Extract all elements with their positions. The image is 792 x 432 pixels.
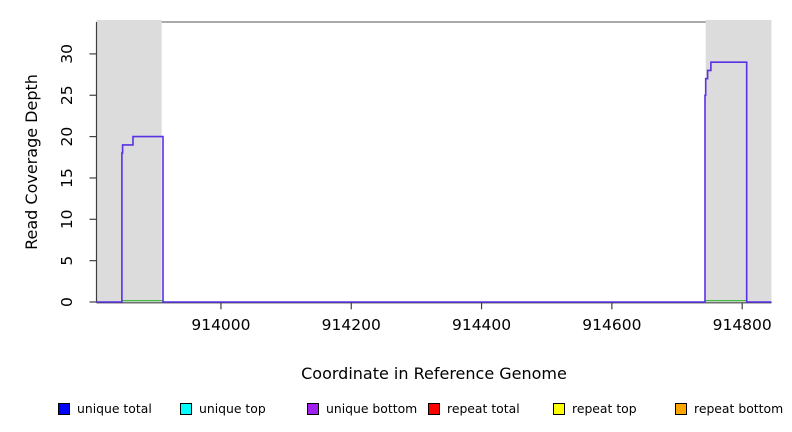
legend-label: unique bottom	[326, 401, 418, 416]
y-tick-label: 15	[58, 168, 76, 188]
legend-swatch-repeat-bottom	[675, 402, 687, 415]
legend-swatch-repeat-total	[428, 402, 440, 415]
legend-item-repeat-bottom: repeat bottom	[675, 401, 784, 416]
shaded-regions	[96, 20, 772, 302]
y-tick-label: 5	[58, 256, 76, 266]
x-tick-label: 914600	[582, 316, 641, 334]
legend-item-unique-bottom: unique bottom	[307, 401, 418, 416]
x-axis-title: Coordinate in Reference Genome	[301, 364, 567, 383]
y-tick-label: 10	[58, 209, 76, 229]
plot-frame	[95, 21, 772, 304]
legend-item-unique-total: unique total	[58, 401, 152, 416]
x-tick-label: 914800	[713, 316, 772, 334]
legend-swatch-repeat-top	[553, 402, 565, 415]
x-tick-label: 914200	[322, 316, 381, 334]
legend-label: repeat top	[572, 401, 637, 416]
y-axis-title: Read Coverage Depth	[22, 74, 41, 250]
legend-swatch-unique-bottom	[307, 402, 319, 415]
x-tick-label: 914400	[452, 316, 511, 334]
y-tick-label: 30	[58, 44, 76, 64]
axis-ticks: 914000 914200 914400 914600 914800 0 5 10 15 20 25…	[58, 44, 772, 334]
legend-swatch-unique-top	[180, 402, 192, 415]
y-tick-label: 20	[58, 127, 76, 147]
legend-label: unique total	[77, 401, 152, 416]
y-tick-label: 0	[58, 297, 76, 307]
series-lines	[96, 61, 772, 303]
legend-item-repeat-top: repeat top	[553, 401, 637, 416]
shaded-region	[705, 20, 772, 302]
legend-item-repeat-total: repeat total	[428, 401, 520, 416]
legend-label: repeat bottom	[694, 401, 784, 416]
legend-item-unique-top: unique top	[180, 401, 266, 416]
legend-label: unique top	[199, 401, 266, 416]
x-tick-label: 914000	[191, 316, 250, 334]
shaded-region	[96, 20, 162, 302]
coverage-plot: 914000 914200 914400 914600 914800 0 5 10 15 20 25…	[22, 20, 772, 383]
y-tick-label: 25	[58, 85, 76, 105]
coverage-curve	[96, 61, 772, 303]
legend-swatch-unique-total	[58, 402, 70, 415]
legend-label: repeat total	[447, 401, 520, 416]
